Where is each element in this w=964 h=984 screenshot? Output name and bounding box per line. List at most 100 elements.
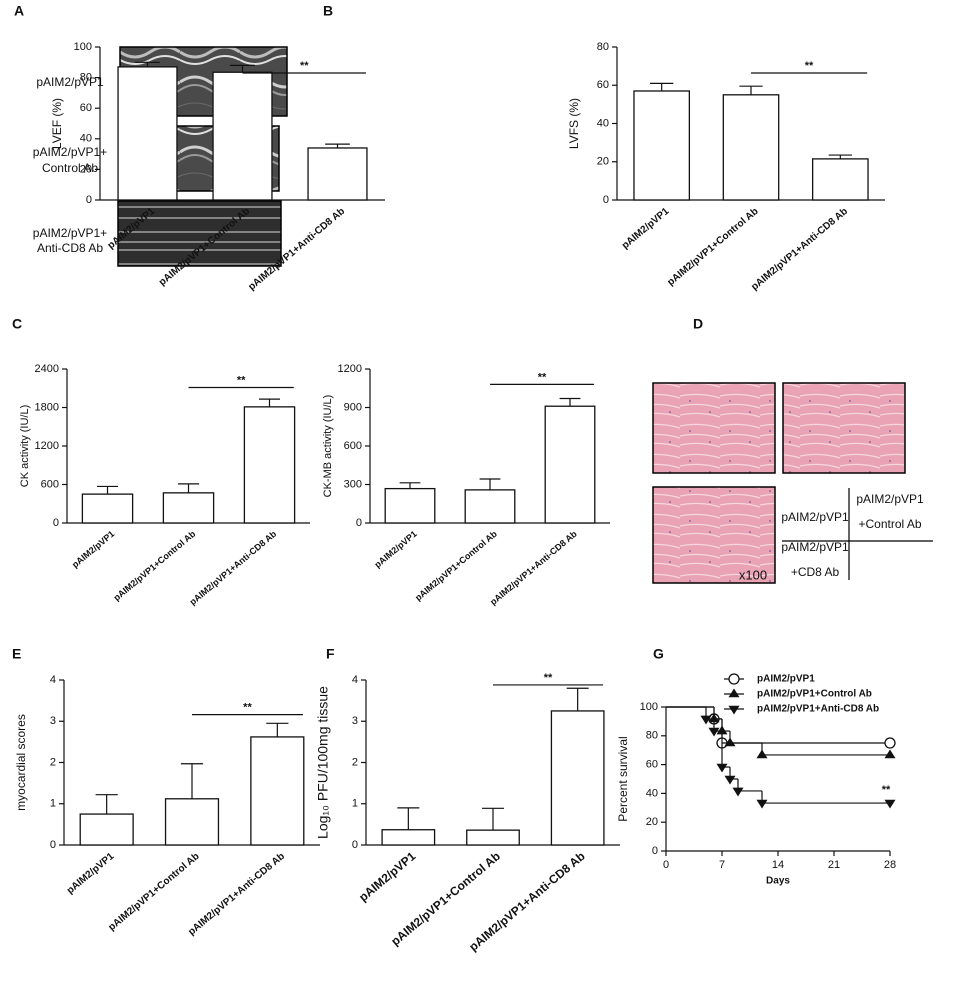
magnification: x100: [739, 567, 767, 582]
legend-label: pAIM2/pVP1: [757, 674, 815, 685]
significance-label: **: [300, 60, 309, 72]
y-tick-label: 1200: [338, 363, 362, 375]
x-tick-label: pAIM2/pVP1+Control Ab: [666, 206, 761, 288]
y-tick-label: 0: [603, 194, 609, 206]
quadrant-label: pAIM2/pVP1: [781, 510, 849, 524]
bar: [162, 492, 215, 524]
marker: [724, 737, 736, 747]
y-tick-label: 2400: [35, 363, 59, 375]
y-tick-label: 0: [652, 845, 658, 857]
x-tick-label: 14: [772, 859, 784, 871]
bar: [164, 798, 220, 846]
bar: [464, 489, 516, 524]
marker: [884, 749, 896, 759]
quadrant-label: pAIM2/pVP1: [856, 492, 924, 506]
panel-letter: B: [323, 3, 333, 19]
bar: [117, 66, 178, 201]
y-axis-label: CK activity (IU/L): [19, 405, 31, 488]
bar: [212, 71, 273, 201]
y-tick-label: 60: [597, 79, 609, 91]
significance-label: **: [538, 371, 547, 383]
x-tick-label: pAIM2/pVP1+Control Ab: [112, 528, 198, 602]
y-tick-label: 0: [352, 839, 358, 851]
y-tick-label: 60: [80, 102, 92, 114]
row-label: pAIM2/pVP1+: [33, 226, 107, 240]
bar: [81, 493, 134, 524]
y-tick-label: 2: [352, 756, 358, 768]
y-tick-label: 60: [646, 759, 658, 771]
x-tick-label: 0: [663, 859, 669, 871]
x-tick-label: pAIM2/pVP1+Anti-CD8 Ab: [188, 528, 279, 607]
quadrant-label: +CD8 Ab: [791, 565, 840, 579]
y-tick-label: 40: [80, 133, 92, 145]
bar: [250, 736, 305, 846]
y-tick-label: 1800: [35, 401, 59, 413]
panel-letter: E: [12, 646, 21, 662]
marker: [732, 787, 744, 797]
significance-label: **: [237, 374, 246, 386]
row-label: pAIM2/pVP1+: [33, 145, 107, 159]
bar: [550, 710, 605, 846]
y-tick-label: 2: [50, 756, 56, 768]
quadrant-label: +Control Ab: [858, 517, 921, 531]
y-tick-label: 80: [80, 72, 92, 84]
legend-label: pAIM2/pVP1+Anti-CD8 Ab: [757, 704, 879, 715]
x-tick-label: pAIM2/pVP1: [620, 206, 672, 252]
marker: [708, 727, 720, 737]
y-tick-label: 3: [352, 715, 358, 727]
marker: [728, 705, 740, 715]
x-tick-label: 21: [828, 859, 840, 871]
bar: [544, 405, 596, 524]
y-tick-label: 40: [597, 117, 609, 129]
y-tick-label: 20: [646, 816, 658, 828]
x-tick-label: pAIM2/pVP1: [70, 529, 116, 570]
x-tick-label: pAIM2/pVP1+Control Ab: [413, 528, 499, 602]
bar: [722, 94, 780, 201]
y-tick-label: 1200: [35, 440, 59, 452]
bar: [633, 90, 691, 201]
marker: [728, 673, 740, 685]
y-axis-label: LVFS (%): [567, 98, 581, 149]
y-tick-label: 80: [646, 730, 658, 742]
x-tick-label: pAIM2/pVP1+Anti-CD8 Ab: [186, 851, 287, 938]
y-axis-label: Percent survival: [616, 736, 630, 821]
y-axis-label: Log₁₀ PFU/100mg tissue: [315, 686, 331, 839]
row-label: Anti-CD8 Ab: [37, 241, 103, 255]
panel-letter: D: [693, 316, 703, 332]
y-tick-label: 20: [597, 156, 609, 168]
marker: [884, 737, 896, 749]
significance-label: **: [882, 784, 891, 796]
x-tick-label: pAIM2/pVP1+Anti-CD8 Ab: [488, 528, 579, 607]
y-tick-label: 900: [344, 401, 362, 413]
y-tick-label: 40: [646, 787, 658, 799]
histology-image: [782, 382, 906, 474]
row-label: pAIM2/pVP1: [36, 75, 104, 89]
y-tick-label: 300: [344, 478, 362, 490]
y-axis-label: CK-MB activity (IU/L): [322, 395, 334, 498]
quadrant-label: pAIM2/pVP1: [781, 540, 849, 554]
significance-label: **: [544, 672, 553, 684]
y-tick-label: 0: [50, 839, 56, 851]
x-tick-label: 7: [719, 859, 725, 871]
panel-letter: C: [12, 316, 22, 332]
significance-label: **: [805, 60, 814, 72]
legend-label: pAIM2/pVP1+Control Ab: [757, 689, 872, 700]
y-tick-label: 600: [41, 478, 59, 490]
x-tick-label: pAIM2/pVP1: [65, 851, 117, 897]
y-tick-label: 100: [74, 41, 92, 53]
marker: [728, 688, 740, 698]
echo-image: [117, 200, 282, 267]
y-tick-label: 0: [356, 517, 362, 529]
marker: [724, 775, 736, 785]
y-tick-label: 80: [597, 41, 609, 53]
marker: [716, 763, 728, 773]
bar: [243, 406, 296, 524]
bar: [384, 487, 436, 524]
panel-letter: F: [326, 646, 335, 662]
x-tick-label: pAIM2/pVP1: [356, 849, 418, 905]
bar: [381, 829, 436, 846]
significance-label: **: [243, 702, 252, 714]
y-tick-label: 0: [86, 194, 92, 206]
x-tick-label: pAIM2/pVP1+Control Ab: [107, 851, 202, 933]
